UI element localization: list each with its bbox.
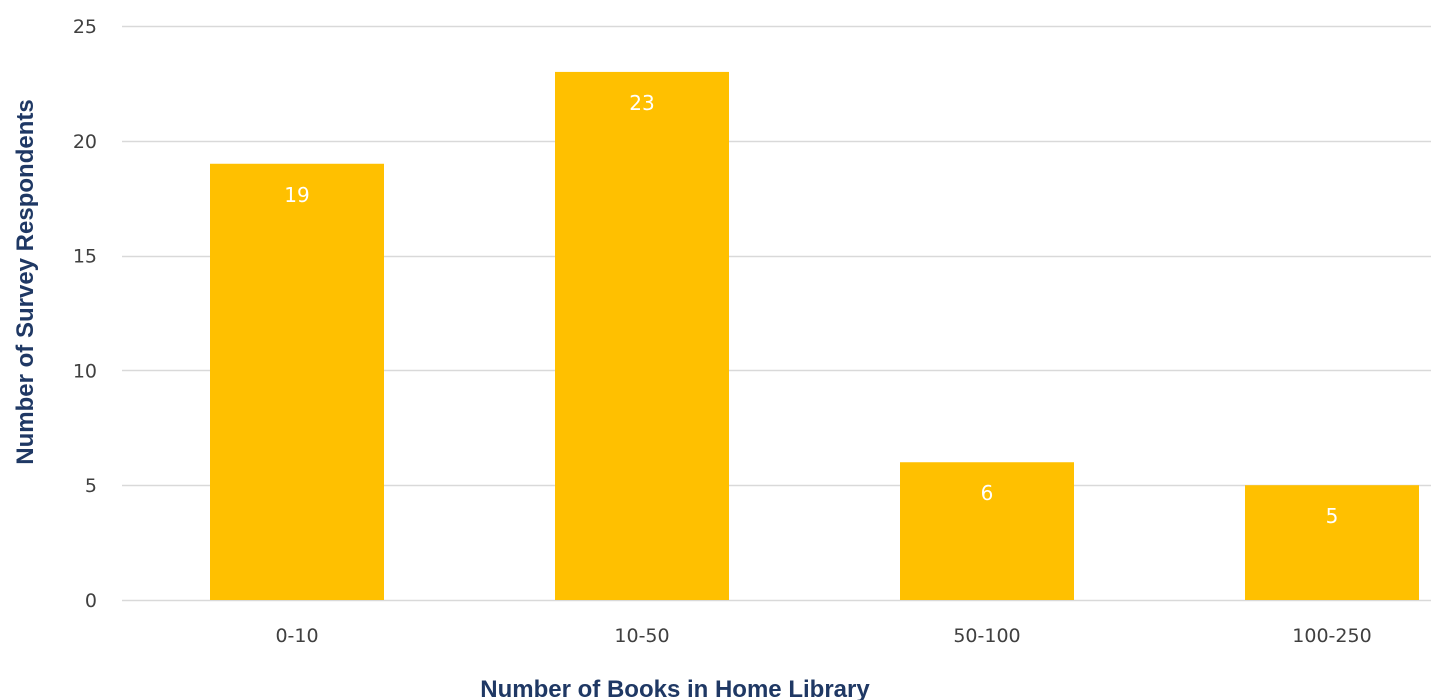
data-label: 19 [284,183,309,207]
y-axis-ticks: 0 5 10 15 20 25 [73,16,97,612]
bar [210,163,384,600]
x-axis-title: Number of Books in Home Library [480,676,870,700]
data-label: 5 [1326,504,1339,528]
y-tick-label: 10 [73,360,97,382]
y-tick-label: 0 [85,590,97,612]
data-label: 6 [981,481,994,505]
bar [555,71,729,601]
x-tick-label: 50-100 [953,625,1020,647]
bar [1245,485,1419,600]
x-tick-label: 0-10 [275,625,318,647]
bars: 19 23 6 5 [210,71,1419,601]
x-tick-label: 100-250 [1292,625,1371,647]
y-axis-title: Number of Survey Respondents [12,99,39,464]
bar [900,462,1074,600]
y-tick-label: 20 [73,131,97,153]
x-axis-ticks: 0-10 10-50 50-100 100-250 [275,625,1371,647]
x-tick-label: 10-50 [614,625,669,647]
y-tick-label: 15 [73,246,97,268]
y-tick-label: 25 [73,16,97,38]
y-tick-label: 5 [85,475,97,497]
data-label: 23 [629,91,654,115]
